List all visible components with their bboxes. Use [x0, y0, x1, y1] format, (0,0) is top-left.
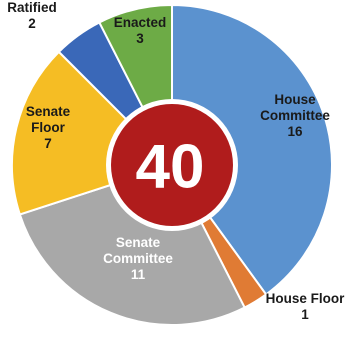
- slice-label-line: Committee: [103, 251, 173, 266]
- slice-label-line: Senate: [116, 235, 161, 250]
- slice-label-senate-floor: Senate Floor 7: [26, 104, 71, 151]
- slice-label-line: Enacted: [114, 15, 167, 30]
- slice-label-line: Floor: [31, 120, 65, 135]
- slice-label-house-floor: House Floor 1: [266, 291, 345, 322]
- slice-label-line: 16: [287, 124, 303, 139]
- slice-label-line: 3: [136, 31, 144, 46]
- slice-label-line: 2: [28, 16, 36, 31]
- slice-label-line: 1: [301, 307, 309, 322]
- slice-label-house-committee: House Committee 16: [260, 92, 330, 139]
- slice-label-line: House Floor: [266, 291, 345, 306]
- slice-label-line: 7: [44, 136, 52, 151]
- slice-label-line: Ratified: [7, 0, 57, 15]
- center-disc: [111, 104, 233, 226]
- slice-label-line: Senate: [26, 104, 71, 119]
- slice-label-enacted: Enacted 3: [114, 15, 167, 46]
- slice-label-line: Committee: [260, 108, 330, 123]
- slice-label-line: 11: [131, 267, 146, 282]
- center-total-label: 40: [136, 133, 205, 202]
- slice-house-committee: [171, 3, 333, 296]
- slice-label-ratified: Ratified 2: [7, 0, 57, 31]
- slice-label-senate-committee: Senate Committee 11: [103, 235, 173, 282]
- slice-label-line: House: [274, 92, 316, 107]
